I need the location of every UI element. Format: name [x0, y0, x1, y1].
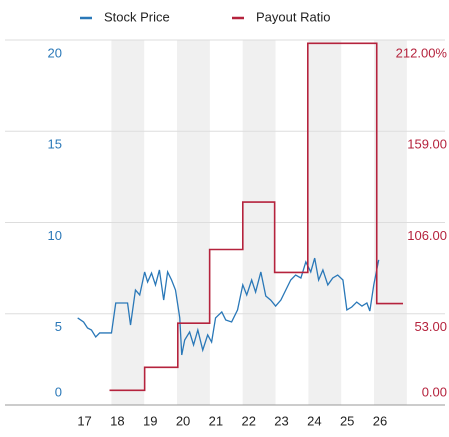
y2-tick-label: 106.00 [407, 228, 447, 243]
x-tick-label: 20 [176, 413, 190, 428]
y2-tick-label: 212.00% [396, 45, 448, 60]
x-tick-label: 26 [373, 413, 387, 428]
x-tick-label: 17 [77, 413, 91, 428]
legend-label: Payout Ratio [256, 9, 330, 24]
y-tick-label: 5 [55, 319, 62, 334]
x-tick-label: 19 [143, 413, 157, 428]
y-tick-label: 20 [48, 45, 62, 60]
legend-label: Stock Price [104, 9, 170, 24]
x-tick-label: 23 [274, 413, 288, 428]
x-tick-label: 22 [241, 413, 255, 428]
y2-tick-label: 53.00 [414, 319, 447, 334]
y2-tick-label: 159.00 [407, 137, 447, 152]
x-tick-label: 21 [209, 413, 223, 428]
payout-line [109, 42, 403, 392]
y-tick-label: 15 [48, 137, 62, 152]
x-tick-label: 25 [340, 413, 354, 428]
y2-tick-label: 0.00 [422, 384, 447, 399]
x-tick-label: 18 [110, 413, 124, 428]
price-line [77, 257, 380, 356]
x-tick-label: 24 [307, 413, 321, 428]
y-tick-label: 10 [48, 228, 62, 243]
y-tick-label: 0 [55, 384, 62, 399]
